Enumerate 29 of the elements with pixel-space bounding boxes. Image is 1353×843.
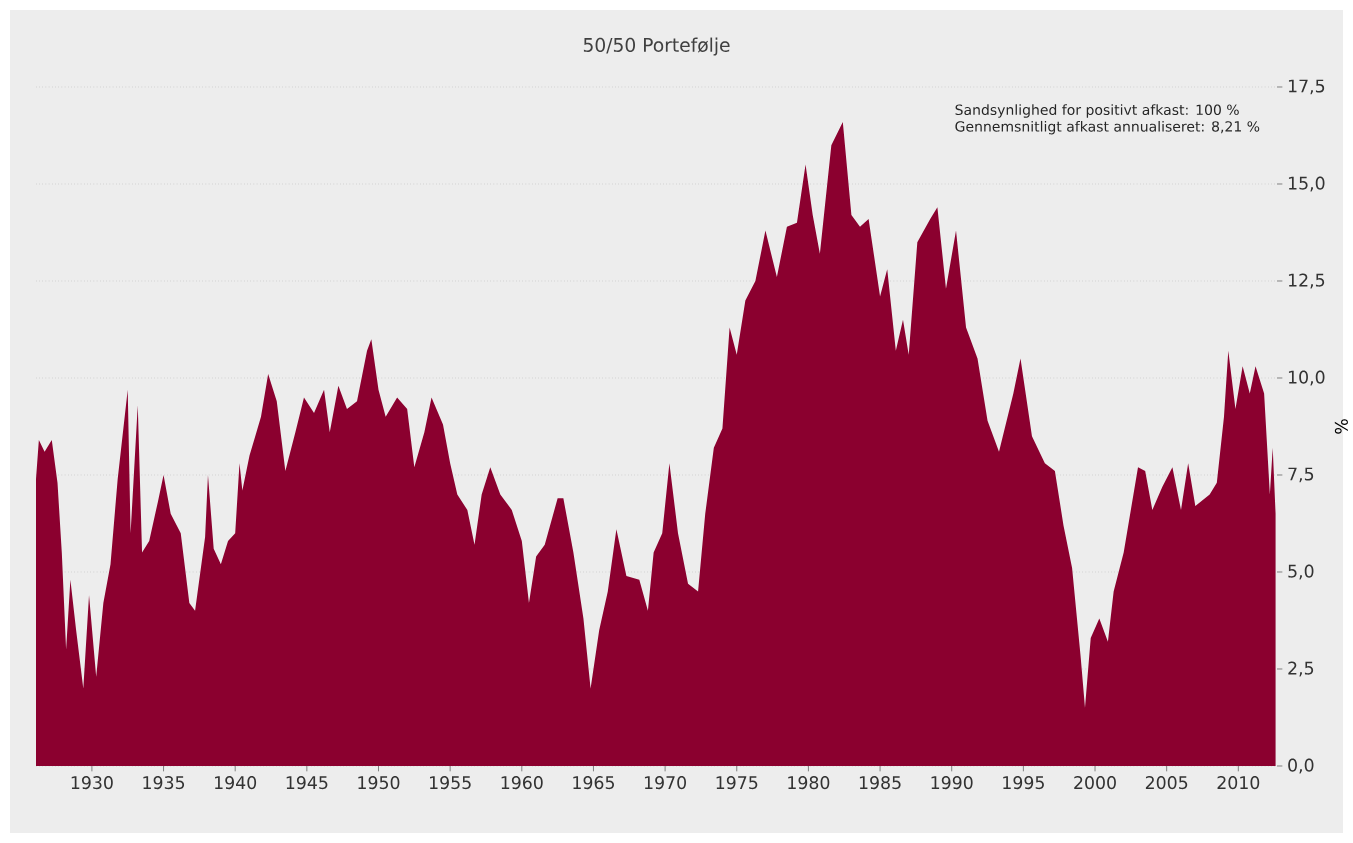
- x-tick-label: 1995: [1003, 776, 1044, 790]
- x-tick-label: 1930: [71, 776, 113, 790]
- x-tick-label: 1960: [501, 776, 543, 790]
- y-tick-label: 10,0: [1288, 370, 1325, 386]
- x-tick-label: 1965: [573, 776, 614, 790]
- x-tick-label: 1950: [358, 776, 400, 790]
- x-tick-label: 1985: [859, 776, 901, 790]
- y-axis-title: %: [1334, 419, 1348, 434]
- x-tick-label: 2010: [1217, 776, 1260, 790]
- x-tick-label: 1970: [644, 776, 686, 790]
- y-tick-label: 0,0: [1288, 758, 1314, 774]
- y-tick-label: 12,5: [1288, 273, 1325, 289]
- x-tick-label: 2005: [1145, 776, 1188, 790]
- y-tick-label: 7,5: [1288, 467, 1314, 483]
- annotation: Gennemsnitligt afkast annualiseret: 8,21 %: [955, 120, 1260, 135]
- x-tick-label: 1980: [788, 776, 830, 790]
- x-tick-label: 2000: [1074, 776, 1116, 790]
- y-tick-label: 17,5: [1288, 79, 1325, 95]
- x-tick-label: 1990: [931, 776, 973, 790]
- x-tick-label: 1975: [716, 776, 758, 790]
- y-tick-label: 5,0: [1288, 564, 1314, 580]
- x-tick-label: 1935: [143, 776, 185, 790]
- chart-title: 50/50 Portefølje: [583, 37, 730, 56]
- x-tick-label: 1945: [286, 776, 328, 790]
- x-tick-label: 1955: [430, 776, 471, 790]
- annotation: Sandsynlighed for positivt afkast: 100 %: [955, 104, 1239, 118]
- y-tick-label: 15,0: [1288, 176, 1325, 192]
- y-tick-label: 2,5: [1288, 661, 1314, 677]
- x-tick-label: 1940: [215, 776, 257, 790]
